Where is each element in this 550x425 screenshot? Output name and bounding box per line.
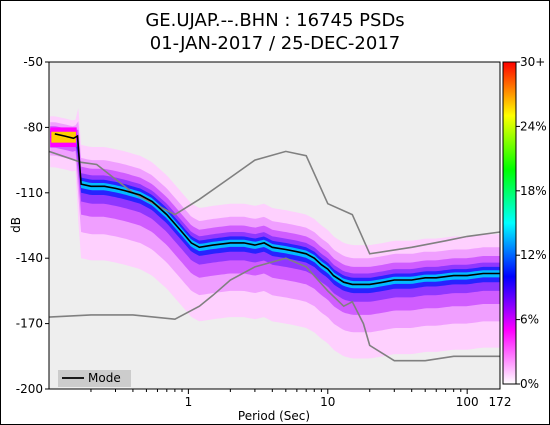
y-tick-label: -170 <box>16 317 43 331</box>
x-tick-label: 10 <box>320 395 335 409</box>
colorbar-tick-label: 18% <box>520 184 547 198</box>
noise-model-low <box>49 257 500 362</box>
psd-density-field <box>50 108 500 359</box>
colorbar-tick-label: 6% <box>520 313 539 327</box>
noise-model-high <box>49 150 500 255</box>
x-tick-label: 172 <box>489 395 512 409</box>
x-tick-label: 100 <box>456 395 479 409</box>
plot-border <box>48 61 501 390</box>
y-axis-label: dB <box>9 217 23 233</box>
x-axis: 1 10 100 172 <box>90 389 512 409</box>
colorbar-tick-label: 0% <box>520 377 539 391</box>
y-axis: -50 -80 -110 -140 -170 -200 <box>16 55 49 396</box>
x-tick-label: 1 <box>185 395 193 409</box>
x-axis-label: Period (Sec) <box>238 409 310 423</box>
psd-density-band <box>50 129 500 302</box>
mode-line <box>54 133 500 286</box>
noise-model-lines <box>49 150 500 362</box>
colorbar-tick-label: 30+ <box>520 55 545 69</box>
y-tick-label: -140 <box>16 251 43 265</box>
chart-title-line2: 01-JAN-2017 / 25-DEC-2017 <box>150 33 401 54</box>
y-tick-label: -110 <box>16 186 43 200</box>
psd-density-band <box>50 126 500 315</box>
y-tick-label: -80 <box>23 120 43 134</box>
chart-title-line1: GE.UJAP.--.BHN : 16745 PSDs <box>145 10 404 31</box>
psd-density-band <box>50 132 500 289</box>
legend: Mode <box>58 370 131 387</box>
psd-density-core <box>51 131 76 143</box>
colorbar-tick-label: 12% <box>520 248 547 262</box>
legend-box <box>58 370 131 387</box>
y-tick-label: -200 <box>16 382 43 396</box>
colorbar-ticks: 0% 6% 12% 18% 24% 30+ <box>516 55 547 391</box>
colorbar <box>502 61 517 385</box>
y-tick-label: -50 <box>23 55 43 69</box>
legend-mode-label: Mode <box>88 371 121 385</box>
colorbar-tick-label: 24% <box>520 119 547 133</box>
